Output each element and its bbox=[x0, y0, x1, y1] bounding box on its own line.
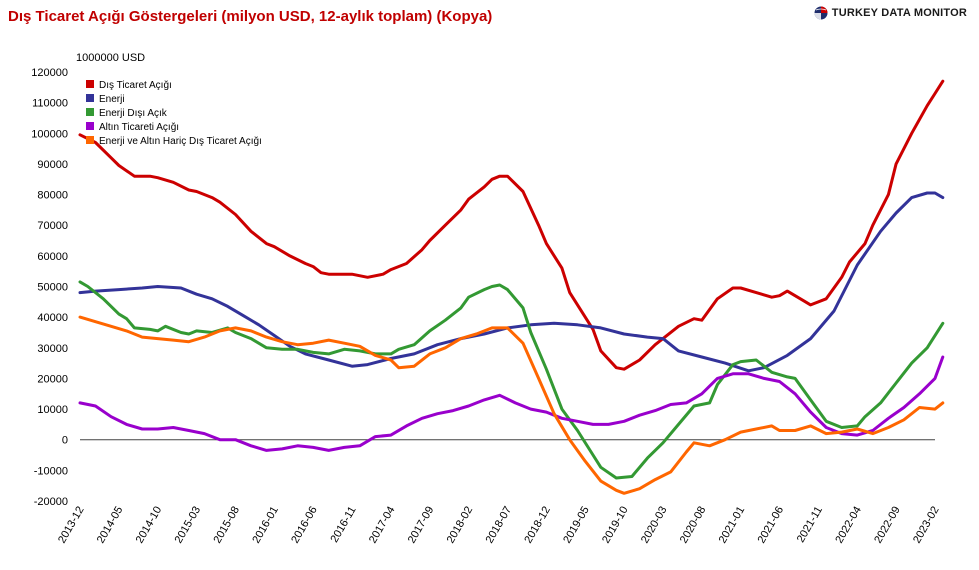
y-tick-label: 100000 bbox=[31, 128, 68, 140]
x-tick-label: 2019-05 bbox=[561, 505, 592, 546]
legend-swatch bbox=[86, 108, 94, 116]
legend-label: Enerji Dışı Açık bbox=[99, 108, 168, 119]
brand-logo: TURKEY DATA MONITOR bbox=[814, 6, 967, 20]
y-tick-label: 30000 bbox=[37, 343, 68, 355]
x-tick-label: 2014-05 bbox=[95, 505, 126, 546]
y-axis-ticks: -20000 -10000 0 10000 20000 30000 40000 50000 60… bbox=[31, 67, 68, 508]
series-line bbox=[78, 315, 945, 495]
x-tick-label: 2021-01 bbox=[717, 505, 748, 546]
x-tick-label: 2019-10 bbox=[600, 505, 631, 546]
x-tick-label: 2015-08 bbox=[211, 505, 242, 546]
y-tick-label: 50000 bbox=[37, 282, 68, 294]
y-tick-label: 60000 bbox=[37, 251, 68, 263]
y-tick-label: 10000 bbox=[37, 404, 68, 416]
series-line bbox=[78, 191, 945, 373]
legend-swatch bbox=[86, 94, 94, 102]
legend: Dış Ticaret Açığı Enerji Enerji Dışı Açık A… bbox=[86, 80, 262, 147]
x-tick-label: 2021-11 bbox=[795, 505, 825, 545]
legend-label: Enerji ve Altın Hariç Dış Ticaret Açığı bbox=[99, 136, 262, 147]
legend-label: Altın Ticareti Açığı bbox=[99, 122, 179, 133]
series-line bbox=[78, 79, 945, 371]
x-tick-label: 2018-02 bbox=[445, 505, 476, 546]
x-tick-label: 2021-06 bbox=[756, 505, 787, 546]
x-tick-label: 2017-09 bbox=[406, 505, 437, 546]
x-tick-label: 2016-06 bbox=[289, 505, 320, 546]
x-tick-label: 2013-12 bbox=[56, 505, 87, 546]
legend-label: Enerji bbox=[99, 94, 125, 105]
y-tick-label: 40000 bbox=[37, 312, 68, 324]
y-tick-label: -10000 bbox=[34, 465, 68, 477]
x-tick-label: 2016-01 bbox=[250, 505, 281, 546]
x-tick-label: 2020-03 bbox=[639, 505, 670, 546]
x-tick-label: 2020-08 bbox=[678, 505, 709, 546]
x-axis-ticks: 2013-12 2014-05 2014-10 2015-03 2015-08 2016-… bbox=[56, 505, 942, 546]
x-tick-label: 2022-04 bbox=[833, 505, 864, 546]
y-tick-label: 110000 bbox=[32, 98, 68, 110]
x-tick-label: 2015-03 bbox=[173, 505, 204, 546]
y-tick-label: 0 bbox=[62, 435, 68, 447]
y-tick-label: -20000 bbox=[34, 496, 68, 508]
y-axis-label: 1000000 USD bbox=[76, 52, 146, 64]
x-tick-label: 2018-12 bbox=[522, 505, 553, 546]
legend-label: Dış Ticaret Açığı bbox=[99, 80, 172, 91]
x-tick-label: 2023-02 bbox=[911, 505, 942, 546]
series-lines bbox=[78, 79, 945, 495]
legend-swatch bbox=[86, 122, 94, 130]
x-tick-label: 2022-09 bbox=[872, 505, 903, 546]
legend-swatch bbox=[86, 136, 94, 144]
y-tick-label: 120000 bbox=[31, 67, 68, 79]
series-line bbox=[78, 280, 945, 480]
x-tick-label: 2018-07 bbox=[484, 505, 515, 546]
y-tick-label: 80000 bbox=[37, 190, 68, 202]
chart-title: Dış Ticaret Açığı Göstergeleri (milyon U… bbox=[8, 8, 493, 25]
x-tick-label: 2017-04 bbox=[367, 505, 398, 546]
series-line bbox=[78, 355, 945, 452]
y-tick-label: 70000 bbox=[37, 220, 68, 232]
globe-logo-icon bbox=[814, 6, 828, 20]
legend-swatch bbox=[86, 80, 94, 88]
x-tick-label: 2016-11 bbox=[328, 505, 358, 545]
y-tick-label: 20000 bbox=[37, 373, 68, 385]
x-tick-label: 2014-10 bbox=[134, 505, 165, 546]
brand-name: TURKEY DATA MONITOR bbox=[831, 7, 967, 19]
y-tick-label: 90000 bbox=[37, 159, 68, 171]
